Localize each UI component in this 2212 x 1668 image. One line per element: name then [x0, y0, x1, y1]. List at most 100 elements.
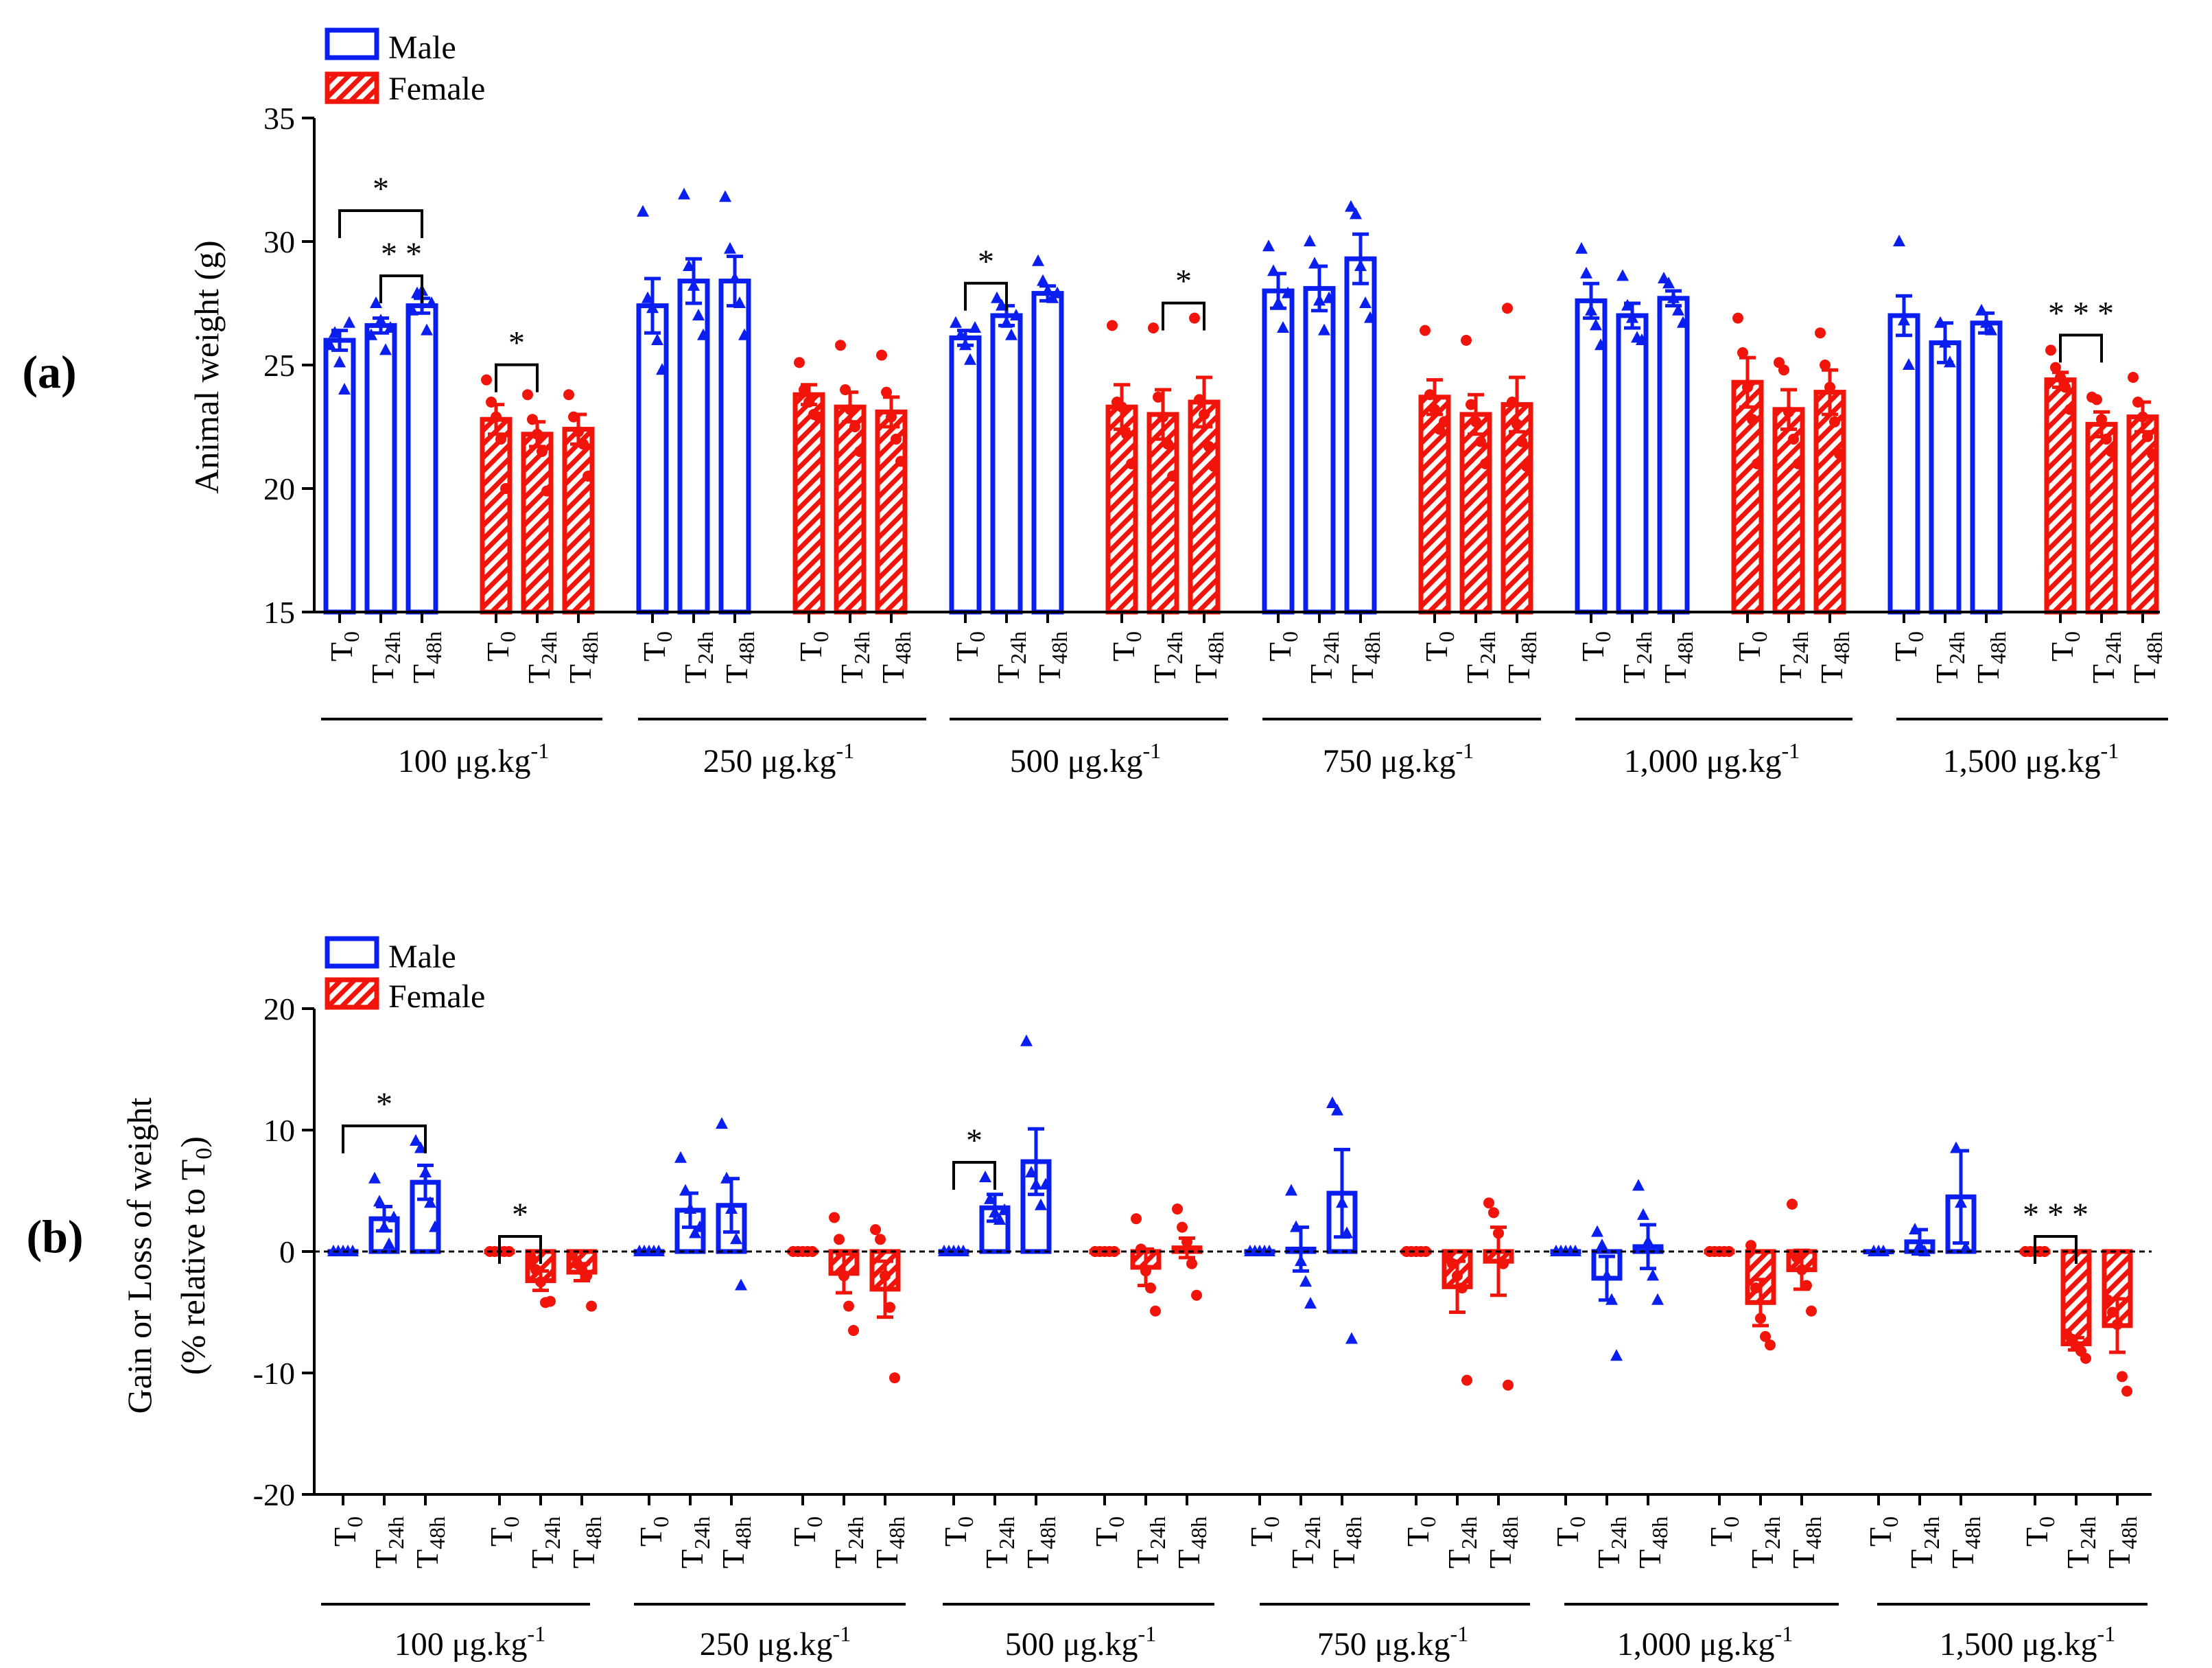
panel-b-group-labels: 100 μg.kg-1 250 μg.kg-1 500 μg.kg-1 750 μg.…: [321, 1603, 2148, 1663]
data-point-triangle: [1262, 239, 1275, 252]
x-tick-label: T48h: [1945, 1516, 1985, 1569]
x-tick-label: T48h: [1970, 631, 2010, 683]
data-point-circle: [1820, 360, 1831, 371]
significance-stars: * * *: [2048, 295, 2114, 331]
data-point-circle: [545, 1295, 556, 1307]
data-point-circle: [1498, 1258, 1509, 1269]
data-point-circle: [1488, 1207, 1499, 1219]
data-point-triangle: [998, 1203, 1011, 1215]
data-point-circle: [1732, 312, 1743, 324]
data-point-triangle: [1331, 1103, 1343, 1116]
data-point-triangle: [370, 296, 382, 308]
data-point-circle: [1470, 416, 1481, 427]
data-point-circle: [881, 386, 892, 398]
data-point-triangle: [1944, 355, 1956, 368]
data-point-triangle: [689, 1226, 701, 1238]
data-point-circle: [1507, 397, 1518, 408]
data-point-circle: [1191, 1289, 1202, 1301]
significance-stars: * *: [381, 236, 422, 272]
x-tick-label: T24h: [521, 631, 561, 683]
data-point-circle: [1148, 322, 1159, 333]
data-point-triangle: [984, 1192, 996, 1204]
data-point-triangle: [375, 314, 387, 326]
data-point-circle: [2045, 344, 2056, 356]
data-point-triangle: [329, 326, 341, 338]
x-tick-label: T24h: [1442, 1516, 1481, 1569]
data-point-triangle: [652, 1245, 665, 1256]
data-point-triangle: [1662, 277, 1675, 289]
bar-female: [2126, 414, 2159, 615]
x-tick-label: T48h: [2127, 631, 2167, 683]
bar-male: [1031, 291, 1064, 615]
data-point-triangle: [1651, 1293, 1664, 1305]
data-point-triangle: [1354, 259, 1367, 271]
data-point-triangle: [716, 1117, 728, 1129]
data-point-triangle: [378, 1220, 390, 1232]
data-point-circle: [1194, 394, 1205, 406]
data-point-triangle: [1267, 264, 1280, 277]
data-point-triangle: [1626, 311, 1638, 323]
data-point-triangle: [1304, 1297, 1317, 1309]
panel-a-chart: (a) Animal weight (g) Male Female 15 20 25…: [22, 27, 2168, 779]
data-point-triangle: [1042, 284, 1054, 296]
panel-a-ylabel: Animal weight (g): [187, 240, 226, 493]
data-point-triangle: [1939, 336, 1951, 348]
y-tick-label: -10: [253, 1356, 295, 1391]
data-point-circle: [2096, 414, 2107, 425]
data-point-circle: [2106, 446, 2117, 457]
significance-stars: *: [978, 244, 994, 280]
x-tick-label: T48h: [869, 1516, 909, 1569]
data-point-triangle: [419, 1165, 432, 1177]
data-point-circle: [1461, 335, 1472, 346]
data-point-circle: [848, 1325, 859, 1337]
data-point-circle: [1199, 409, 1210, 420]
data-point-triangle: [1616, 269, 1629, 281]
data-point-circle: [530, 1264, 541, 1276]
x-tick-label: T48h: [1345, 631, 1385, 683]
data-point-triangle: [1596, 1238, 1608, 1251]
x-tick-label: T24h: [1929, 631, 1969, 683]
data-point-circle: [1420, 1246, 1431, 1257]
x-tick-label: T0: [1419, 631, 1459, 661]
bar-male: [949, 335, 982, 615]
x-tick-label: T24h: [1147, 631, 1187, 683]
data-point-triangle: [1605, 1293, 1618, 1305]
data-point-circle: [829, 1212, 840, 1223]
data-point-triangle: [1032, 254, 1044, 266]
data-point-circle: [541, 485, 552, 497]
data-point-circle: [527, 414, 538, 425]
y-tick-label: 0: [279, 1234, 295, 1269]
bar-female: [1501, 402, 1533, 615]
x-tick-label: T24h: [1130, 1516, 1170, 1569]
significance-bracket: [498, 1235, 542, 1264]
data-point-triangle: [425, 296, 438, 308]
data-point-triangle: [1893, 235, 1905, 246]
data-point-triangle: [383, 1237, 395, 1249]
data-point-triangle: [1918, 1245, 1931, 1256]
data-point-triangle: [365, 328, 377, 340]
data-point-circle: [583, 471, 593, 482]
data-point-circle: [2064, 403, 2075, 415]
significance-bracket: [342, 1124, 427, 1153]
x-tick-label: T0: [1106, 631, 1146, 661]
data-point-circle: [835, 340, 846, 351]
bar-male: [1929, 340, 1962, 615]
data-point-circle: [1480, 458, 1491, 469]
data-point-circle: [1131, 1213, 1142, 1225]
data-point-triangle: [1575, 242, 1588, 254]
data-point-triangle: [388, 1210, 400, 1223]
data-point-circle: [2132, 397, 2143, 408]
data-point-circle: [2112, 1319, 2123, 1330]
group-label: 1,000 μg.kg-1: [1617, 1621, 1793, 1663]
x-tick-label: T24h: [368, 1516, 408, 1569]
data-point-triangle: [384, 321, 397, 333]
data-point-circle: [1801, 1280, 1812, 1291]
x-tick-label: T0: [327, 1516, 367, 1547]
legend-female-swatch-b: [325, 977, 379, 1010]
data-point-triangle: [414, 1141, 427, 1153]
data-point-circle: [843, 1300, 854, 1312]
bar-male: [636, 303, 669, 615]
x-tick-label: T0: [950, 631, 989, 661]
significance-stars: * * *: [2023, 1197, 2089, 1233]
